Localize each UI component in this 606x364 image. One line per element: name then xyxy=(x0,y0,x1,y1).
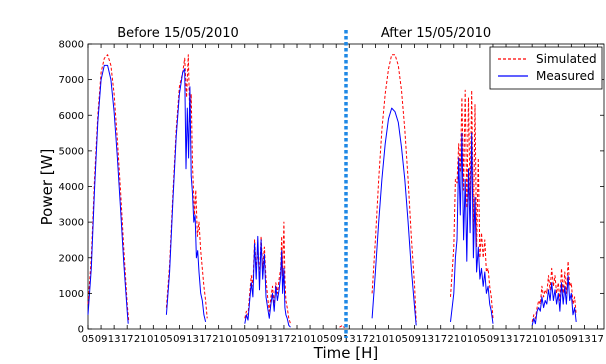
series-line-measured xyxy=(165,68,207,323)
y-tick-label: 1000 xyxy=(59,289,84,300)
x-tick-label: 17 xyxy=(591,334,604,345)
x-axis-label: Time [H] xyxy=(313,344,378,362)
x-tick-label: 13 xyxy=(108,334,121,345)
series-line-measured xyxy=(371,107,417,326)
x-tick-label: 01 xyxy=(147,334,160,345)
x-tick-label: 13 xyxy=(578,334,591,345)
x-tick-label: 17 xyxy=(434,334,447,345)
legend-label-measured: Measured xyxy=(536,69,595,83)
x-tick-label: 17 xyxy=(513,334,526,345)
x-tick-label: 09 xyxy=(487,334,500,345)
series-line-simulated xyxy=(450,89,494,319)
x-tick-label: 05 xyxy=(82,334,95,345)
y-tick-label: 3000 xyxy=(59,218,84,229)
series-line-measured xyxy=(450,132,494,324)
series-line-measured xyxy=(244,235,291,328)
x-tick-label: 17 xyxy=(278,334,291,345)
x-tick-label: 01 xyxy=(225,334,238,345)
series-line-simulated xyxy=(339,324,345,329)
x-tick-label: 01 xyxy=(460,334,473,345)
x-tick-label: 09 xyxy=(330,334,343,345)
x-tick-label: 05 xyxy=(317,334,330,345)
x-tick-label: 05 xyxy=(238,334,251,345)
x-tick-label: 13 xyxy=(500,334,513,345)
series-layer xyxy=(87,54,577,329)
x-tick-label: 09 xyxy=(251,334,264,345)
y-tick-label: 0 xyxy=(78,325,84,336)
x-tick-label: 01 xyxy=(382,334,395,345)
x-tick-label: 09 xyxy=(408,334,421,345)
x-tick-label: 21 xyxy=(526,334,539,345)
x-tick-label: 05 xyxy=(474,334,487,345)
x-tick-label: 13 xyxy=(265,334,278,345)
y-tick-label: 7000 xyxy=(59,75,84,86)
x-tick-label: 13 xyxy=(421,334,434,345)
series-line-simulated xyxy=(371,54,417,322)
x-tick-label: 13 xyxy=(186,334,199,345)
period-label-before: Before 15/05/2010 xyxy=(117,26,239,41)
x-tick-label: 01 xyxy=(539,334,552,345)
legend-box xyxy=(489,46,603,90)
series-line-simulated xyxy=(531,260,577,323)
x-tick-label: 05 xyxy=(160,334,173,345)
period-label-after: After 15/05/2010 xyxy=(381,26,491,41)
legend-label-simulated: Simulated xyxy=(536,52,597,66)
x-tick-label: 05 xyxy=(552,334,565,345)
series-line-measured xyxy=(531,275,577,326)
series-line-measured xyxy=(87,64,129,324)
x-tick-label: 13 xyxy=(343,334,356,345)
y-tick-label: 6000 xyxy=(59,111,84,122)
x-tick-label: 21 xyxy=(212,334,225,345)
y-tick-label: 8000 xyxy=(59,40,84,51)
x-tick-label: 01 xyxy=(304,334,317,345)
x-tick-label: 21 xyxy=(369,334,382,345)
x-tick-label: 17 xyxy=(121,334,134,345)
y-tick-label: 5000 xyxy=(59,146,84,157)
y-tick-label: 2000 xyxy=(59,253,84,264)
series-measured xyxy=(87,64,577,328)
series-line-simulated xyxy=(165,54,208,319)
legend: Simulated Measured xyxy=(489,46,603,90)
x-tick-label: 21 xyxy=(447,334,460,345)
x-tick-label: 21 xyxy=(134,334,147,345)
x-tick-label: 09 xyxy=(95,334,108,345)
x-tick-label: 21 xyxy=(291,334,304,345)
y-tick-label: 4000 xyxy=(59,182,84,193)
x-tick-label: 17 xyxy=(199,334,212,345)
y-axis-label: Power [W] xyxy=(38,149,56,226)
x-tick-label: 09 xyxy=(173,334,186,345)
x-tick-label: 17 xyxy=(356,334,369,345)
x-tick-label: 05 xyxy=(395,334,408,345)
x-tick-label: 09 xyxy=(565,334,578,345)
